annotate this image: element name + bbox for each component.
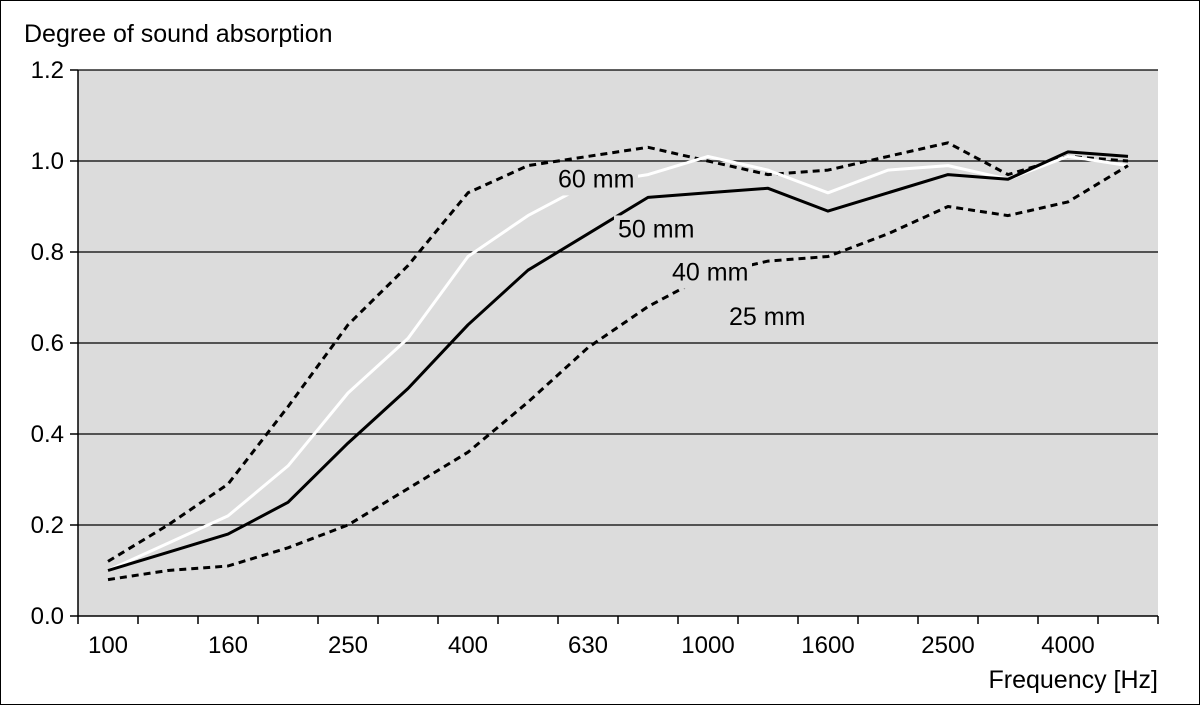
x-tick-label: 1000 [681, 632, 734, 659]
series-label-3: 40 mm [672, 259, 748, 287]
series-label-4: 25 mm [729, 303, 805, 331]
series-line-4 [107, 164, 1129, 582]
y-tick-label: 0.2 [31, 512, 64, 539]
series-line-1 [107, 141, 1129, 563]
x-tick-label: 4000 [1041, 632, 1094, 659]
x-tick-label: 160 [208, 632, 248, 659]
series-label-bg [554, 165, 638, 196]
plot-area: 0.0 0.2 0.4 0.6 0.8 1.0 1.2 100 160 250 400 630 1000… [31, 57, 1159, 659]
y-tick-label: 0.0 [31, 603, 64, 630]
y-axis-title: Degree of sound absorption [24, 20, 333, 48]
series-label-bg [614, 215, 698, 246]
y-tick-label: 0.8 [31, 239, 64, 266]
y-tick-label: 0.4 [31, 421, 64, 448]
x-tick-label: 400 [448, 632, 488, 659]
x-tick-label: 630 [568, 632, 608, 659]
x-tick-label: 100 [88, 632, 128, 659]
series-label-2: 50 mm [618, 215, 694, 243]
x-axis-title: Frequency [Hz] [988, 666, 1158, 694]
y-tick-label: 1.0 [31, 148, 64, 175]
series-label-bg [725, 302, 809, 333]
y-tick-label: 1.2 [31, 57, 64, 84]
x-tick-label: 250 [328, 632, 368, 659]
series-label-bg [668, 258, 752, 289]
y-tick-label: 0.6 [31, 330, 64, 357]
x-tick-label: 2500 [921, 632, 974, 659]
x-tick-label: 1600 [801, 632, 854, 659]
series-label-1: 60 mm [558, 165, 634, 193]
